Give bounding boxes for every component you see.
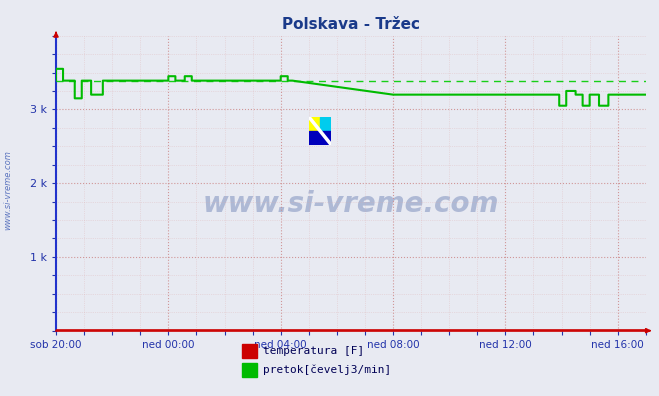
Bar	[309, 131, 331, 145]
Bar	[309, 117, 320, 131]
Bar	[243, 363, 257, 377]
Title: Polskava - Tržec: Polskava - Tržec	[282, 17, 420, 32]
Text: temperatura [F]: temperatura [F]	[263, 346, 364, 356]
Text: www.si-vreme.com: www.si-vreme.com	[3, 150, 13, 230]
Text: pretok[čevelj3/min]: pretok[čevelj3/min]	[263, 365, 391, 375]
Bar	[320, 117, 331, 131]
Bar	[243, 344, 257, 358]
Text: www.si-vreme.com: www.si-vreme.com	[203, 190, 499, 218]
